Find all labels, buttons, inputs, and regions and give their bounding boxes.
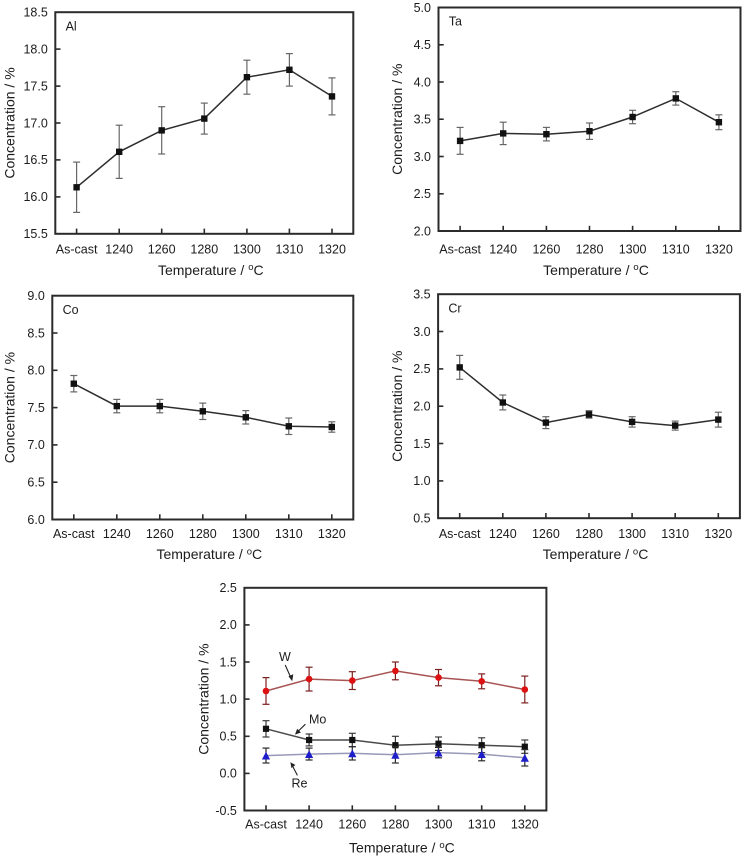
svg-text:6.5: 6.5 <box>27 476 44 490</box>
svg-text:1300: 1300 <box>232 527 260 541</box>
svg-text:Concentration / %: Concentration / % <box>2 67 18 178</box>
svg-text:1320: 1320 <box>705 242 733 256</box>
svg-text:3.0: 3.0 <box>414 150 431 164</box>
svg-text:7.0: 7.0 <box>27 438 44 452</box>
svg-text:1280: 1280 <box>575 527 603 541</box>
svg-text:2.0: 2.0 <box>413 400 430 414</box>
svg-text:9.0: 9.0 <box>27 289 44 303</box>
svg-text:3.5: 3.5 <box>414 113 431 127</box>
svg-text:1260: 1260 <box>532 527 560 541</box>
svg-text:1320: 1320 <box>318 527 346 541</box>
svg-text:1260: 1260 <box>532 242 560 256</box>
svg-text:As-cast: As-cast <box>439 527 481 541</box>
svg-text:1320: 1320 <box>318 242 346 256</box>
svg-text:1280: 1280 <box>381 817 409 831</box>
svg-text:1310: 1310 <box>275 527 303 541</box>
svg-text:2.5: 2.5 <box>413 362 430 376</box>
svg-text:8.5: 8.5 <box>27 326 44 340</box>
svg-text:1320: 1320 <box>511 817 539 831</box>
svg-text:1280: 1280 <box>189 527 217 541</box>
svg-text:2.0: 2.0 <box>414 224 431 238</box>
svg-text:0.5: 0.5 <box>413 512 430 526</box>
svg-text:Temperature / oC: Temperature / oC <box>543 546 649 562</box>
svg-text:-0.5: -0.5 <box>215 804 237 818</box>
svg-text:Temperature / oC: Temperature / oC <box>349 840 455 856</box>
svg-text:Concentration / %: Concentration / % <box>389 64 405 175</box>
svg-text:1260: 1260 <box>146 527 174 541</box>
svg-text:1240: 1240 <box>295 817 323 831</box>
svg-text:Concentration / %: Concentration / % <box>196 643 212 754</box>
svg-text:15.5: 15.5 <box>23 227 47 241</box>
svg-text:17.0: 17.0 <box>23 116 47 130</box>
svg-text:As-cast: As-cast <box>56 242 98 256</box>
svg-text:Al: Al <box>66 19 77 33</box>
svg-text:As-cast: As-cast <box>245 817 287 831</box>
svg-text:Temperature / oC: Temperature / oC <box>158 262 264 278</box>
svg-text:16.5: 16.5 <box>23 153 47 167</box>
svg-text:1300: 1300 <box>619 242 647 256</box>
svg-text:7.5: 7.5 <box>27 401 44 415</box>
svg-text:W: W <box>279 650 291 664</box>
svg-text:Ta: Ta <box>449 15 462 29</box>
svg-text:1.5: 1.5 <box>413 437 430 451</box>
svg-text:1240: 1240 <box>489 242 517 256</box>
svg-text:1240: 1240 <box>105 242 133 256</box>
svg-text:6.0: 6.0 <box>27 513 44 527</box>
svg-text:1260: 1260 <box>338 817 366 831</box>
svg-text:16.0: 16.0 <box>23 190 47 204</box>
svg-text:0.5: 0.5 <box>220 730 237 744</box>
svg-text:2.5: 2.5 <box>220 581 237 595</box>
svg-text:3.0: 3.0 <box>413 325 430 339</box>
svg-text:1310: 1310 <box>275 242 303 256</box>
svg-text:2.5: 2.5 <box>414 187 431 201</box>
svg-text:5.0: 5.0 <box>414 1 431 15</box>
svg-text:Concentration / %: Concentration / % <box>389 351 405 462</box>
svg-text:1320: 1320 <box>704 527 732 541</box>
svg-text:As-cast: As-cast <box>439 242 481 256</box>
svg-text:1280: 1280 <box>576 242 604 256</box>
svg-text:4.0: 4.0 <box>414 75 431 89</box>
svg-text:Cr: Cr <box>448 301 461 315</box>
svg-text:3.5: 3.5 <box>413 288 430 302</box>
svg-text:Temperature / oC: Temperature / oC <box>543 262 649 278</box>
svg-text:1310: 1310 <box>468 817 496 831</box>
svg-text:1310: 1310 <box>662 242 690 256</box>
svg-text:1.0: 1.0 <box>413 474 430 488</box>
svg-text:As-cast: As-cast <box>53 527 95 541</box>
svg-text:1.0: 1.0 <box>220 692 237 706</box>
svg-text:1280: 1280 <box>190 242 218 256</box>
svg-text:Concentration / %: Concentration / % <box>2 352 18 463</box>
svg-text:1240: 1240 <box>489 527 517 541</box>
svg-text:1300: 1300 <box>618 527 646 541</box>
svg-text:18.5: 18.5 <box>23 6 47 20</box>
svg-text:1300: 1300 <box>233 242 261 256</box>
svg-text:Mo: Mo <box>309 713 326 727</box>
svg-text:Co: Co <box>63 303 79 317</box>
svg-text:1240: 1240 <box>103 527 131 541</box>
svg-text:2.0: 2.0 <box>220 618 237 632</box>
svg-text:1260: 1260 <box>148 242 176 256</box>
svg-text:1300: 1300 <box>425 817 453 831</box>
svg-text:1310: 1310 <box>661 527 689 541</box>
svg-text:4.5: 4.5 <box>414 38 431 52</box>
svg-text:0.0: 0.0 <box>220 767 237 781</box>
svg-text:Re: Re <box>292 777 308 791</box>
svg-text:18.0: 18.0 <box>23 42 47 56</box>
svg-text:1.5: 1.5 <box>220 655 237 669</box>
svg-text:8.0: 8.0 <box>27 364 44 378</box>
svg-text:Temperature / oC: Temperature / oC <box>156 546 262 562</box>
svg-text:17.5: 17.5 <box>23 79 47 93</box>
